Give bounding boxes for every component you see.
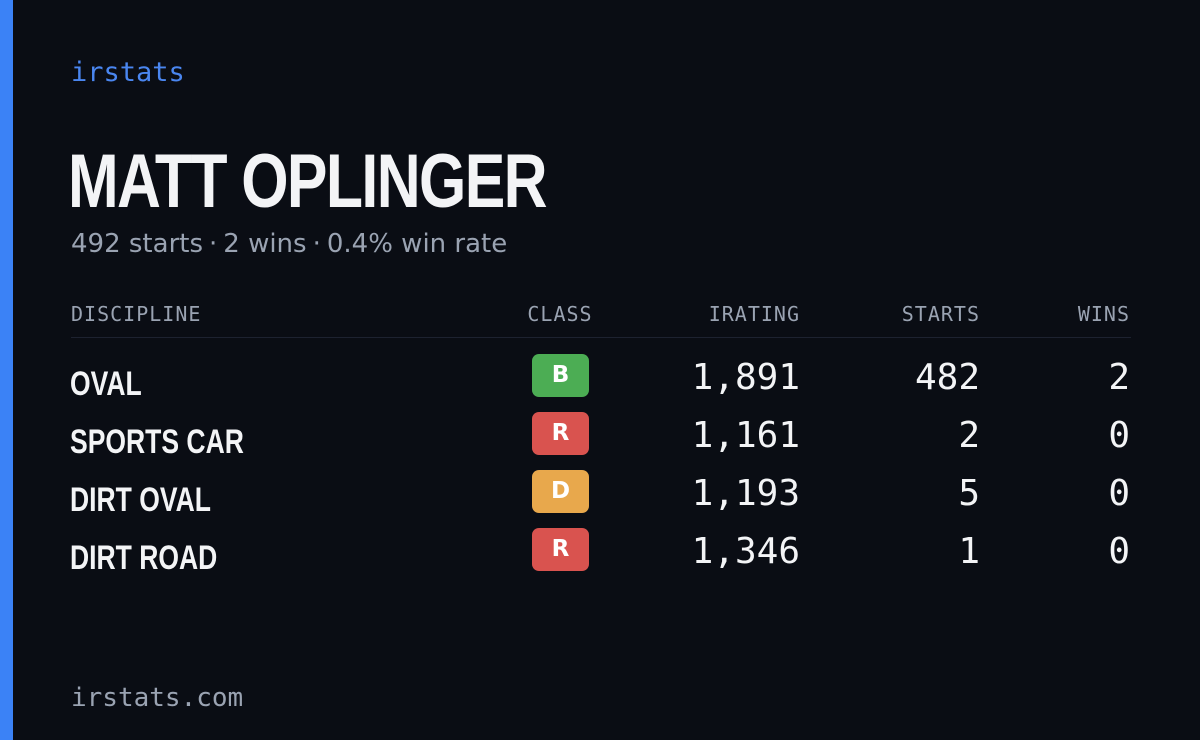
irating-value: 1,891	[691, 357, 800, 398]
irating-value: 1,346	[691, 531, 800, 572]
driver-summary: 492 starts · 2 wins · 0.4% win rate	[71, 226, 507, 262]
starts-value: 2	[958, 415, 980, 456]
summary-win-rate: 0.4% win rate	[326, 229, 508, 259]
brand-logo[interactable]: irstats	[71, 57, 185, 88]
header-class: CLASS	[527, 302, 593, 326]
header-divider	[71, 337, 1131, 338]
header-wins: WINS	[1077, 302, 1130, 326]
wins-value: 0	[1108, 415, 1130, 456]
class-badge: B	[532, 354, 589, 397]
table-row: DIRT ROAD R 1,346 1 0	[0, 528, 1200, 586]
wins-value: 2	[1108, 357, 1130, 398]
wins-value: 0	[1108, 531, 1130, 572]
class-badge: R	[532, 528, 589, 571]
header-discipline: DISCIPLINE	[71, 302, 202, 326]
class-badge: D	[532, 470, 589, 513]
footer-domain-link[interactable]: irstats.com	[71, 683, 244, 713]
table-row: DIRT OVAL D 1,193 5 0	[0, 470, 1200, 528]
header-irating: IRATING	[708, 302, 800, 326]
irating-value: 1,193	[691, 473, 800, 514]
class-badge: R	[532, 412, 589, 455]
discipline-name: DIRT ROAD	[70, 539, 218, 577]
summary-separator: ·	[312, 229, 321, 259]
summary-separator: ·	[209, 229, 218, 259]
header-starts: STARTS	[901, 302, 980, 326]
summary-starts: 492 starts	[71, 229, 203, 259]
table-row: OVAL B 1,891 482 2	[0, 354, 1200, 412]
summary-wins: 2 wins	[223, 229, 307, 259]
irating-value: 1,161	[691, 415, 800, 456]
wins-value: 0	[1108, 473, 1130, 514]
discipline-name: DIRT OVAL	[70, 481, 211, 519]
starts-value: 5	[958, 473, 980, 514]
accent-bar	[0, 0, 13, 740]
discipline-name: OVAL	[70, 365, 142, 403]
discipline-name: SPORTS CAR	[70, 423, 244, 461]
table-row: SPORTS CAR R 1,161 2 0	[0, 412, 1200, 470]
starts-value: 482	[914, 357, 980, 398]
driver-name: MATT OPLINGER	[68, 139, 548, 224]
starts-value: 1	[958, 531, 980, 572]
